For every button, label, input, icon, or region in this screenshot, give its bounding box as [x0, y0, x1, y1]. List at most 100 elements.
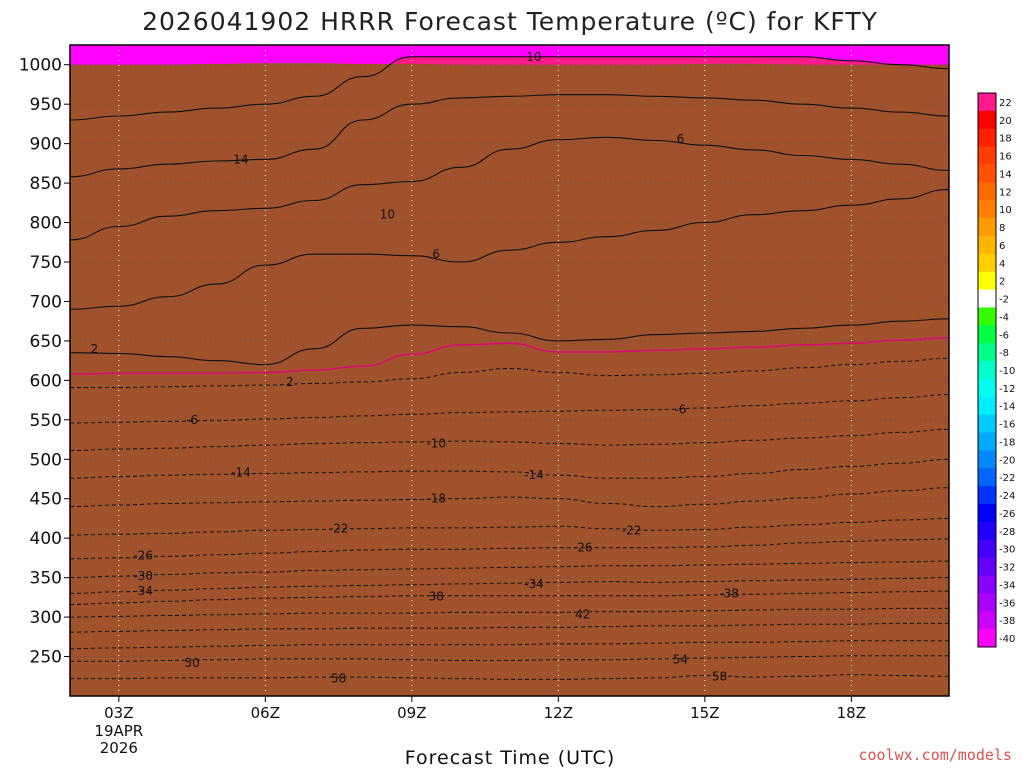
colorbar-label: -6	[999, 330, 1009, 341]
temperature-fill	[70, 45, 949, 696]
colorbar-swatch	[978, 164, 996, 183]
colorbar-swatch	[978, 378, 996, 398]
x-tick-label: 09Z	[397, 704, 426, 722]
y-tick-label: 700	[30, 292, 62, 312]
y-tick-label: 450	[30, 490, 62, 510]
colorbar-label: -40	[999, 634, 1015, 645]
contour-label: 6	[432, 247, 440, 261]
contour-label: 38	[429, 590, 444, 604]
colorbar-swatch	[978, 450, 996, 469]
colorbar-label: -8	[999, 348, 1009, 359]
colorbar-label: -28	[999, 527, 1015, 538]
colorbar-swatch	[978, 289, 996, 308]
contour-label: -38	[719, 586, 739, 600]
colorbar-label: 4	[999, 259, 1005, 270]
colorbar-label: 16	[999, 152, 1012, 163]
colorbar-swatch	[978, 468, 996, 487]
colorbar-label: 20	[999, 116, 1012, 127]
grid-lines	[70, 45, 949, 696]
colorbar-label: -10	[999, 366, 1015, 377]
source-credit: coolwx.com/models	[858, 746, 1012, 764]
contour-label: -22	[329, 522, 349, 536]
colorbar-swatch	[978, 200, 996, 219]
contour-label: 10	[526, 50, 541, 64]
isotherm-18	[70, 94, 949, 178]
x-tick-label: 15Z	[690, 704, 719, 722]
isotherm-contours	[70, 56, 949, 680]
y-tick-label: 250	[30, 648, 62, 668]
colorbar-swatch	[978, 611, 996, 630]
colorbar-label: 8	[999, 223, 1005, 234]
colorbar-label: -22	[999, 473, 1015, 484]
colorbar-label: -26	[999, 509, 1015, 520]
contour-label: -18	[426, 492, 446, 506]
colorbar-label: -14	[999, 402, 1015, 413]
colorbar-swatch	[978, 593, 996, 612]
contour-label: 50	[184, 656, 199, 670]
colorbar-label: -34	[999, 580, 1015, 591]
colorbar-label: -18	[999, 437, 1015, 448]
colorbar-swatch	[978, 307, 996, 326]
colorbar-swatch	[978, 325, 996, 344]
y-tick-label: 650	[30, 332, 62, 352]
colorbar-frame	[977, 92, 997, 648]
ground-surface	[70, 63, 949, 696]
contour-label: -6	[186, 413, 198, 427]
colorbar-swatch	[978, 128, 996, 148]
contour-label: -22	[622, 523, 642, 537]
y-tick-label: 900	[30, 135, 62, 155]
y-tick-label: 300	[30, 608, 62, 628]
x-tick-label: 03Z	[104, 704, 133, 722]
colorbar-label: 18	[999, 134, 1012, 145]
colorbar-swatch	[978, 432, 996, 451]
colorbar-label: 22	[999, 98, 1012, 109]
x-tick-label: 06Z	[251, 704, 280, 722]
colorbar-swatch	[978, 557, 996, 577]
contour-label: 42	[575, 608, 590, 622]
y-tick-label: 800	[30, 214, 62, 234]
contour-label: 2	[286, 375, 294, 389]
colorbar-legend: 22 20 18 16 14 12 10 8 6 4 2 -2 -4 -6 -8 -10 -12 -14 -16 -1…	[977, 92, 1015, 648]
colorbar-swatch	[978, 414, 996, 434]
colorbar-label: -32	[999, 563, 1015, 574]
colorbar-swatch	[978, 486, 996, 505]
contour-label: 6	[677, 132, 685, 146]
colorbar-swatch	[978, 93, 996, 112]
contour-label: -26	[573, 541, 593, 555]
x-tick-label: 18Z	[837, 704, 866, 722]
colorbar-swatch	[978, 361, 996, 380]
colorbar-label: -20	[999, 455, 1015, 466]
colorbar-swatch	[978, 575, 996, 594]
y-tick-label: 750	[30, 253, 62, 273]
isotherm-2	[70, 337, 949, 375]
isotherm-10	[70, 188, 949, 310]
contour-label: 58	[712, 669, 727, 683]
colorbar-swatch	[978, 504, 996, 523]
y-tick-label: 400	[30, 529, 62, 549]
x-tick-label: 12Z	[544, 704, 573, 722]
contour-label: -26	[133, 549, 153, 563]
isotherm-22	[70, 56, 949, 121]
colorbar-label: -4	[999, 312, 1009, 323]
contour-label: -34	[133, 584, 153, 598]
contour-label: -34	[524, 577, 544, 591]
y-tick-label: 350	[30, 569, 62, 589]
colorbar-label: -36	[999, 598, 1015, 609]
y-tick-label: 850	[30, 174, 62, 194]
colorbar-swatch	[978, 343, 996, 362]
contour-label: 10	[380, 208, 395, 222]
x-tick-date: 19APR	[94, 722, 143, 740]
isotherm-6	[70, 318, 949, 366]
colorbar-swatch	[978, 521, 996, 541]
contour-label: -10	[426, 436, 446, 450]
y-tick-label: 600	[30, 371, 62, 391]
contour-label: -14	[231, 466, 251, 480]
isotherm-14	[70, 136, 949, 241]
contour-label: 54	[673, 653, 688, 667]
colorbar-label: 2	[999, 277, 1005, 288]
colorbar-label: -30	[999, 545, 1015, 556]
colorbar-label: -38	[999, 616, 1015, 627]
